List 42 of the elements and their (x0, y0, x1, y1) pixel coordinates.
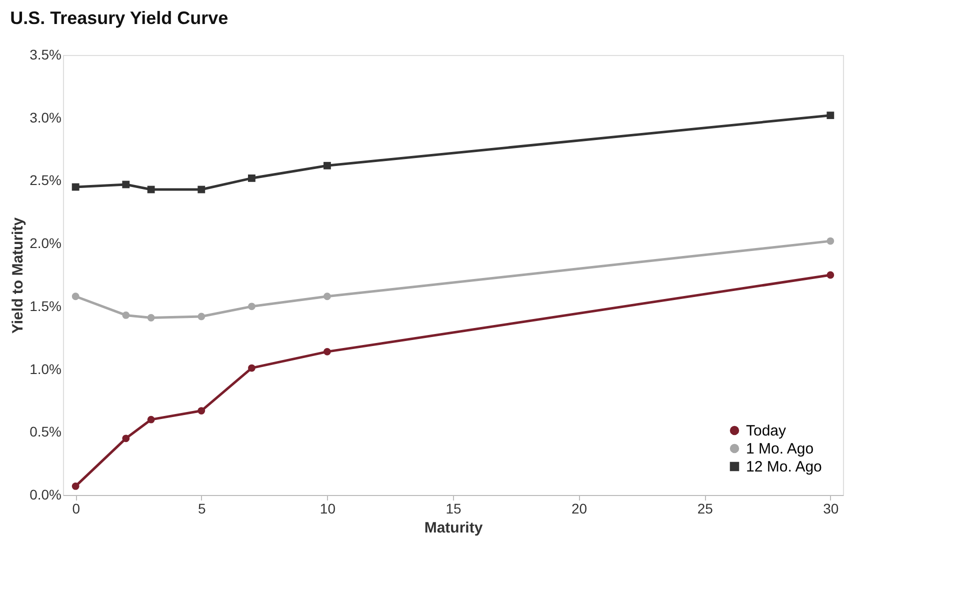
x-tick-label: 20 (572, 500, 588, 516)
x-tick-label: 15 (446, 500, 462, 516)
point (72, 183, 80, 191)
y-tick-label: 2.0% (30, 235, 62, 252)
point (72, 482, 80, 490)
point (248, 174, 256, 182)
x-axis-title: Maturity (424, 520, 484, 536)
legend-label: 12 Mo. Ago (746, 458, 822, 476)
x-tick-label: 10 (320, 500, 336, 516)
point (248, 302, 256, 310)
point (826, 271, 834, 279)
x-tick-label: 25 (697, 500, 714, 516)
point (826, 237, 834, 245)
point (72, 292, 80, 300)
y-tick-label: 3.0% (30, 109, 62, 126)
chart-title: U.S. Treasury Yield Curve (10, 8, 228, 28)
y-tick-label: 0.5% (30, 424, 62, 440)
point (122, 180, 130, 188)
point (198, 186, 206, 194)
y-tick-label: 1.5% (30, 298, 62, 314)
point (323, 292, 331, 300)
legend-label: Today (746, 422, 787, 440)
y-tick-label: 3.5% (30, 46, 62, 62)
y-axis-title: Yield to Maturity (10, 216, 27, 334)
y-tick-label: 0.0% (30, 486, 62, 502)
point (147, 186, 155, 194)
legend-label: 1 Mo. Ago (746, 440, 814, 458)
point (198, 407, 206, 414)
y-tick-label: 2.5% (30, 172, 62, 188)
x-tick-label: 0 (72, 500, 80, 516)
x-tick-label: 30 (823, 500, 839, 516)
point (147, 314, 155, 322)
y-tick-label: 1.0% (30, 360, 62, 377)
point (323, 348, 331, 356)
point (248, 364, 256, 372)
point (826, 112, 834, 120)
point (198, 312, 206, 320)
x-tick-label: 5 (198, 500, 206, 516)
point (147, 416, 155, 424)
point (122, 434, 130, 442)
point (323, 162, 331, 170)
point (122, 312, 130, 319)
